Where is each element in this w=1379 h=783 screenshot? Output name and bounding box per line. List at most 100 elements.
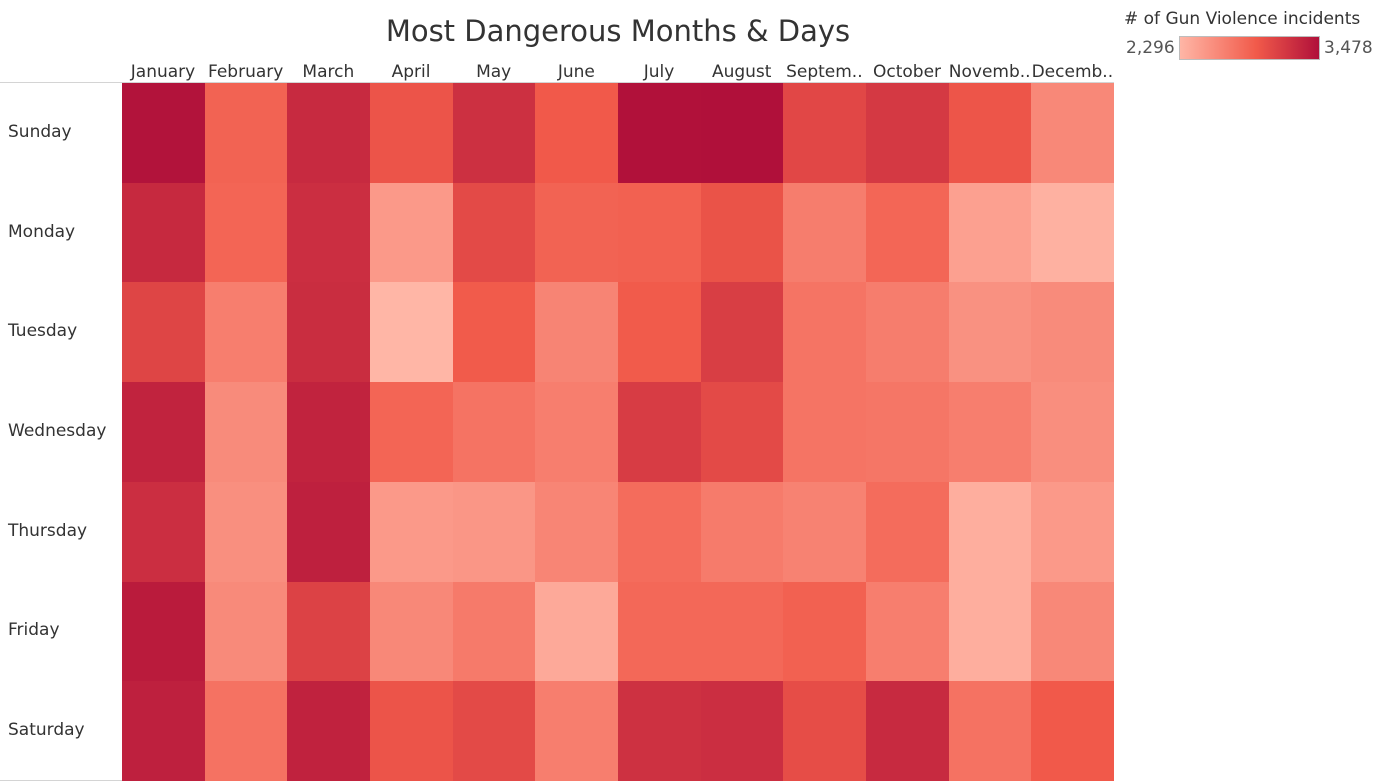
heatmap-cell: [866, 582, 949, 681]
heatmap-cell: [701, 183, 783, 282]
heatmap-cell: [122, 382, 205, 482]
month-header-january: January: [130, 62, 196, 82]
heatmap-cell: [783, 482, 866, 582]
heatmap-cell: [370, 382, 453, 482]
heatmap-cell: [370, 582, 453, 681]
month-header-april: April: [391, 62, 431, 82]
header-divider: [0, 82, 1114, 83]
heatmap-cell: [618, 681, 701, 781]
heatmap-cell: [701, 681, 783, 781]
heatmap-cell: [122, 183, 205, 282]
month-header-november: Novemb..: [948, 62, 1031, 82]
heatmap-cell: [370, 83, 453, 183]
heatmap-cell: [783, 183, 866, 282]
day-header-wednesday: Wednesday: [8, 420, 107, 441]
heatmap-cell: [949, 83, 1031, 183]
heatmap-cell: [287, 582, 370, 681]
heatmap-cell: [122, 681, 205, 781]
month-header-august: August: [711, 62, 772, 82]
month-header-september: Septem..: [786, 62, 863, 82]
heatmap-cell: [205, 83, 287, 183]
heatmap-cell: [453, 582, 535, 681]
heatmap-cell: [866, 183, 949, 282]
heatmap-cell: [453, 83, 535, 183]
heatmap-cell: [1031, 681, 1114, 781]
heatmap-cell: [701, 83, 783, 183]
heatmap-cell: [783, 382, 866, 482]
heatmap-cell: [205, 681, 287, 781]
month-header-december: Decemb..: [1031, 62, 1114, 82]
heatmap-cell: [453, 482, 535, 582]
legend-min-label: 2,296: [1126, 38, 1175, 58]
heatmap-cell: [453, 183, 535, 282]
day-header-tuesday: Tuesday: [8, 321, 78, 342]
heatmap-cell: [535, 681, 618, 781]
heatmap-cell: [287, 482, 370, 582]
month-header-october: October: [872, 62, 942, 82]
heatmap-cell: [205, 282, 287, 382]
day-header-sunday: Sunday: [8, 121, 72, 142]
heatmap-cell: [701, 382, 783, 482]
month-header-february: February: [207, 62, 284, 82]
heatmap-cell: [535, 582, 618, 681]
heatmap-cell: [287, 83, 370, 183]
heatmap-cell: [535, 482, 618, 582]
heatmap-cell: [783, 83, 866, 183]
day-header-monday: Monday: [8, 221, 76, 242]
heatmap-cell: [535, 282, 618, 382]
heatmap-cell: [1031, 83, 1114, 183]
heatmap-cell: [866, 83, 949, 183]
heatmap-cell: [535, 183, 618, 282]
color-legend-bar: [1179, 36, 1320, 60]
heatmap-cell: [287, 382, 370, 482]
month-header-june: June: [557, 62, 595, 82]
heatmap-cell: [1031, 482, 1114, 582]
heatmap-cell: [866, 282, 949, 382]
heatmap-cell: [370, 681, 453, 781]
heatmap-cell: [701, 582, 783, 681]
heatmap-cell: [866, 681, 949, 781]
heatmap-cell: [287, 282, 370, 382]
heatmap-cell: [949, 382, 1031, 482]
heatmap-cell: [205, 582, 287, 681]
heatmap-cell: [783, 681, 866, 781]
heatmap-cell: [453, 681, 535, 781]
heatmap-cell: [618, 282, 701, 382]
month-header-may: May: [476, 62, 512, 82]
heatmap-cell: [370, 482, 453, 582]
heatmap-cell: [949, 282, 1031, 382]
heatmap-cell: [618, 482, 701, 582]
heatmap-cell: [122, 582, 205, 681]
heatmap-cell: [701, 282, 783, 382]
heatmap-cell: [866, 482, 949, 582]
heatmap-cell: [1031, 582, 1114, 681]
heatmap-cell: [1031, 282, 1114, 382]
heatmap-cell: [370, 183, 453, 282]
heatmap-cell: [949, 582, 1031, 681]
heatmap-cell: [618, 83, 701, 183]
heatmap-cell: [618, 183, 701, 282]
heatmap-cell: [205, 183, 287, 282]
day-header-thursday: Thursday: [8, 520, 88, 541]
month-header-march: March: [302, 62, 355, 82]
heatmap-cell: [783, 282, 866, 382]
heatmap-cell: [122, 282, 205, 382]
heatmap-cell: [370, 282, 453, 382]
heatmap-cell: [783, 582, 866, 681]
heatmap-cell: [122, 482, 205, 582]
heatmap-cell: [287, 681, 370, 781]
heatmap-cell: [535, 382, 618, 482]
heatmap-cell: [1031, 382, 1114, 482]
heatmap-cell: [453, 282, 535, 382]
heatmap-cell: [866, 382, 949, 482]
heatmap-cell: [287, 183, 370, 282]
heatmap-cell: [122, 83, 205, 183]
heatmap-cell: [949, 482, 1031, 582]
legend-max-label: 3,478: [1324, 38, 1373, 58]
heatmap-cell: [1031, 183, 1114, 282]
heatmap-cell: [453, 382, 535, 482]
heatmap-cell: [205, 482, 287, 582]
chart-title: Most Dangerous Months & Days: [385, 14, 851, 48]
day-header-saturday: Saturday: [8, 720, 85, 741]
heatmap-cell: [701, 482, 783, 582]
